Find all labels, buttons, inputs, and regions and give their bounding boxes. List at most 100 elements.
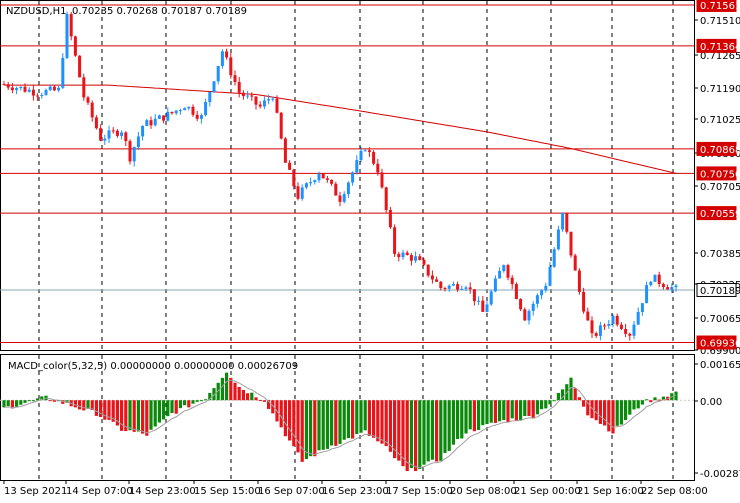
macd-bar <box>401 400 405 467</box>
macd-bar <box>409 400 413 469</box>
candle-body <box>283 138 287 163</box>
macd-tick-label: -0.002875 <box>700 469 740 480</box>
macd-bar <box>481 400 485 426</box>
candle-body <box>573 255 577 271</box>
macd-bar <box>300 400 304 462</box>
macd-bar <box>246 393 250 401</box>
macd-bar <box>376 400 380 442</box>
candle-body <box>414 256 418 261</box>
candle-body <box>31 89 35 96</box>
candle-body <box>372 151 376 164</box>
candle-body <box>288 162 292 170</box>
candle-body <box>271 98 275 100</box>
macd-bar <box>485 400 489 425</box>
macd-bar <box>653 397 657 401</box>
candle-body <box>502 265 506 272</box>
candle-body <box>279 112 283 139</box>
macd-bar <box>586 400 590 416</box>
macd-bar <box>338 400 342 444</box>
candle-body <box>430 275 434 280</box>
candle-body <box>624 328 628 334</box>
macd-bar <box>149 400 153 430</box>
macd-bar <box>2 400 6 408</box>
macd-bar <box>258 400 262 402</box>
price-pane[interactable] <box>0 0 695 351</box>
macd-bar <box>590 400 594 419</box>
level-price-label: 0.70750 <box>700 169 740 180</box>
candle-body <box>107 130 111 139</box>
level-price-label: 0.70868 <box>700 145 740 156</box>
candle-body <box>304 183 308 188</box>
macd-bar <box>124 400 128 432</box>
candle-body <box>36 95 40 97</box>
macd-bar <box>229 377 233 401</box>
price-tick-label: 0.71510 <box>700 16 740 27</box>
macd-bar <box>351 400 355 439</box>
time-tick-label: 16 Sep 23:00 <box>322 486 389 497</box>
time-tick-label: 20 Sep 08:00 <box>450 486 517 497</box>
macd-tick-label: 0.00 <box>700 397 722 408</box>
macd-label: MACD_color(5,32,5) 0.00000000 0.00000000… <box>8 361 298 372</box>
candle-body <box>666 287 670 290</box>
level-price-box[interactable] <box>696 141 737 156</box>
candle-body <box>363 150 367 152</box>
moving-average-line <box>4 84 677 174</box>
candle-body <box>23 86 27 92</box>
level-price-box[interactable] <box>696 0 737 12</box>
price-tick-label: 0.70385 <box>700 249 740 260</box>
candle-body <box>275 98 279 113</box>
candle-body <box>460 288 464 290</box>
level-price-box[interactable] <box>696 282 737 297</box>
candle-body <box>262 100 266 107</box>
level-price-box[interactable] <box>696 166 737 181</box>
macd-bar <box>498 400 502 422</box>
candle-body <box>355 160 359 173</box>
macd-bar <box>330 400 334 446</box>
symbol-label: NZDUSD,H1 <box>6 6 66 17</box>
macd-bar <box>317 400 321 451</box>
candle-body <box>103 138 107 141</box>
macd-bar <box>405 400 409 472</box>
candle-body <box>670 287 674 290</box>
candle-body <box>124 132 128 142</box>
macd-bar <box>607 400 611 432</box>
candle-body <box>380 172 384 188</box>
macd-bar <box>296 400 300 453</box>
macd-bar <box>136 400 140 432</box>
level-price-label: 0.71561 <box>700 1 740 12</box>
candle-body <box>640 303 644 312</box>
price-tick-label: 0.70705 <box>700 182 740 193</box>
candle-body <box>661 284 665 288</box>
candle-body <box>57 87 61 91</box>
candle-body <box>300 187 304 199</box>
macd-bar <box>380 400 384 444</box>
macd-bar <box>262 400 266 402</box>
candle-body <box>241 92 245 97</box>
macd-bar <box>288 400 292 441</box>
candle-body <box>401 252 405 258</box>
level-price-box[interactable] <box>696 206 737 221</box>
macd-bar <box>162 400 166 420</box>
candle-body <box>418 256 422 261</box>
macd-bar <box>225 372 229 401</box>
candle-body <box>313 180 317 183</box>
macd-bar <box>325 400 329 449</box>
macd-tick-label: 0.0016533 <box>700 360 740 371</box>
candle-body <box>141 125 145 137</box>
level-price-box[interactable] <box>696 335 737 350</box>
macd-bar <box>237 386 241 401</box>
macd-bar <box>191 400 195 404</box>
macd-bar <box>367 400 371 437</box>
candle-body <box>506 265 510 278</box>
macd-bar <box>657 399 661 401</box>
macd-bar <box>94 400 98 416</box>
candle-body <box>456 284 460 290</box>
candle-body <box>422 260 426 265</box>
macd-bar <box>430 400 434 460</box>
candle-body <box>447 285 451 289</box>
macd-bar <box>128 400 132 431</box>
level-price-box[interactable] <box>696 38 737 53</box>
macd-bar <box>603 400 607 426</box>
